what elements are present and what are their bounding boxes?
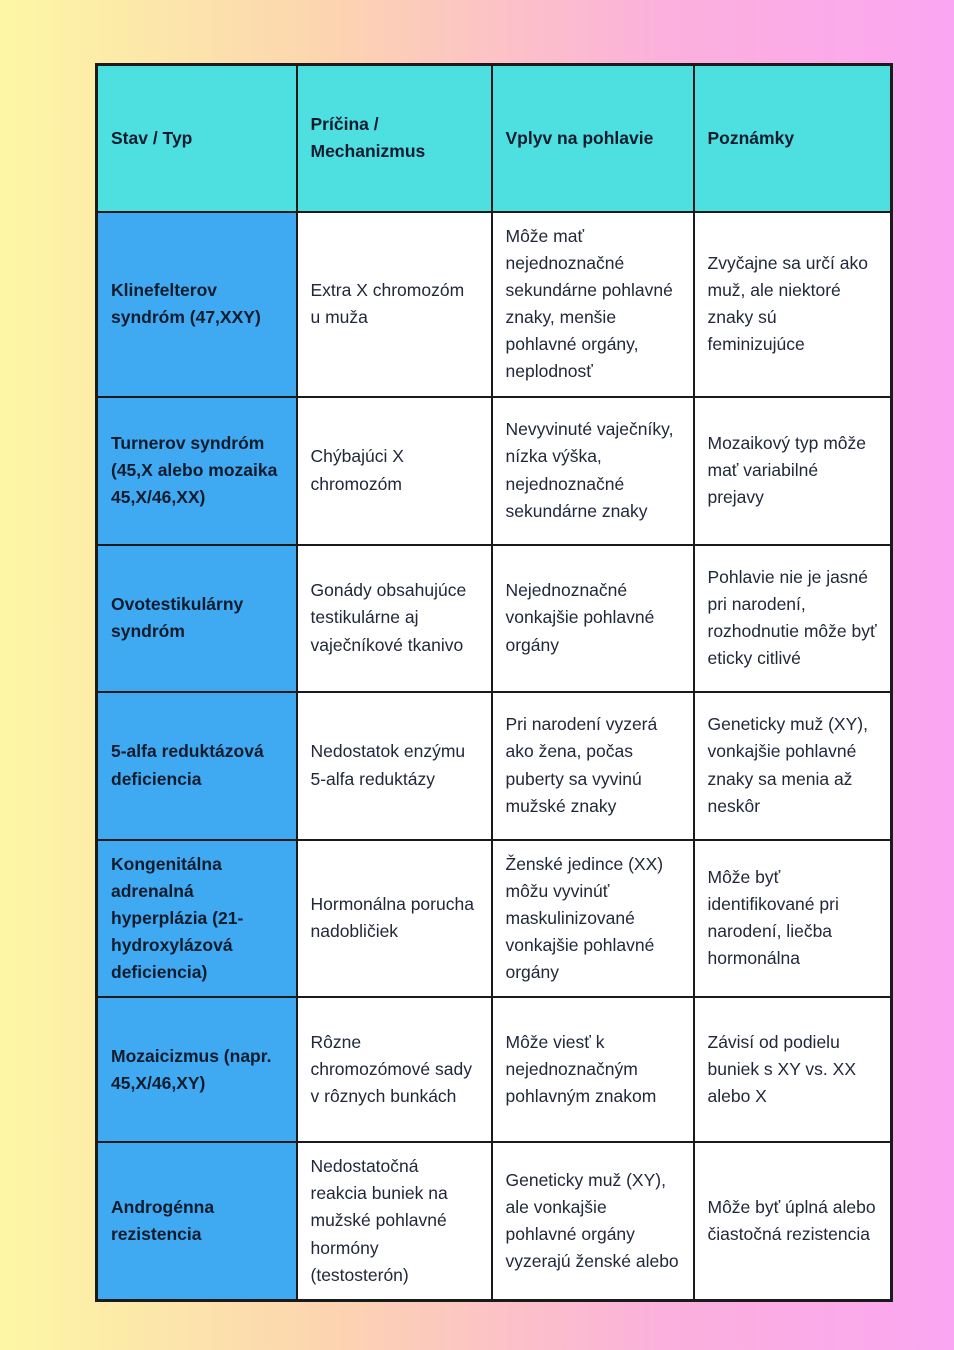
column-header-stav-typ: Stav / Typ — [95, 63, 298, 213]
effect-cell: Ženské jedince (XX) môžu vyvinúť maskuli… — [490, 838, 695, 999]
table-row: Klinefelterov syndróm (47,XXY) Extra X c… — [95, 210, 893, 398]
cause-cell: Nedostatok enzýmu 5-alfa reduktázy — [295, 690, 493, 841]
notes-cell: Môže byť úplná alebo čiastočná rezistenc… — [692, 1141, 893, 1302]
notes-cell: Môže byť identifikované pri narodení, li… — [692, 838, 893, 999]
notes-cell: Pohlavie nie je jasné pri narodení, rozh… — [692, 543, 893, 693]
condition-cell: Androgénna rezistencia — [95, 1141, 298, 1302]
condition-cell: Kongenitálna adrenalná hyperplázia (21-h… — [95, 838, 298, 999]
condition-cell: Mozaicizmus (napr. 45,X/46,XY) — [95, 996, 298, 1144]
intersex-conditions-table: Stav / Typ Príčina / Mechanizmus Vplyv n… — [95, 63, 893, 1302]
cause-cell: Chýbajúci X chromozóm — [295, 395, 493, 546]
intersex-conditions-table-container: Stav / Typ Príčina / Mechanizmus Vplyv n… — [95, 63, 893, 1302]
effect-cell: Geneticky muž (XY), ale vonkajšie pohlav… — [490, 1141, 695, 1302]
notes-cell: Mozaikový typ môže mať variabilné prejav… — [692, 395, 893, 546]
table-row: Turnerov syndróm (45,X alebo mozaika 45,… — [95, 395, 893, 546]
condition-cell: Turnerov syndróm (45,X alebo mozaika 45,… — [95, 395, 298, 546]
notes-cell: Zvyčajne sa určí ako muž, ale niektoré z… — [692, 210, 893, 398]
table-row: Mozaicizmus (napr. 45,X/46,XY) Rôzne chr… — [95, 996, 893, 1144]
table-row: Ovotestikulárny syndróm Gonády obsahujúc… — [95, 543, 893, 693]
effect-cell: Nevyvinuté vaječníky, nízka výška, nejed… — [490, 395, 695, 546]
cause-cell: Gonády obsahujúce testikulárne aj vaječn… — [295, 543, 493, 693]
condition-cell: Ovotestikulárny syndróm — [95, 543, 298, 693]
header-row: Stav / Typ Príčina / Mechanizmus Vplyv n… — [95, 63, 893, 213]
cause-cell: Nedostatočná reakcia buniek na mužské po… — [295, 1141, 493, 1302]
column-header-pricina-mechanizmus: Príčina / Mechanizmus — [295, 63, 493, 213]
column-header-poznamky: Poznámky — [692, 63, 893, 213]
effect-cell: Nejednoznačné vonkajšie pohlavné orgány — [490, 543, 695, 693]
cause-cell: Hormonálna porucha nadobličiek — [295, 838, 493, 999]
table-row: Kongenitálna adrenalná hyperplázia (21-h… — [95, 838, 893, 999]
notes-cell: Geneticky muž (XY), vonkajšie pohlavné z… — [692, 690, 893, 841]
cause-cell: Extra X chromozóm u muža — [295, 210, 493, 398]
effect-cell: Pri narodení vyzerá ako žena, počas pube… — [490, 690, 695, 841]
condition-cell: 5-alfa reduktázová deficiencia — [95, 690, 298, 841]
effect-cell: Môže viesť k nejednoznačným pohlavným zn… — [490, 996, 695, 1144]
table-row: 5-alfa reduktázová deficiencia Nedostato… — [95, 690, 893, 841]
notes-cell: Závisí od podielu buniek s XY vs. XX ale… — [692, 996, 893, 1144]
table-row: Androgénna rezistencia Nedostatočná reak… — [95, 1141, 893, 1302]
condition-cell: Klinefelterov syndróm (47,XXY) — [95, 210, 298, 398]
cause-cell: Rôzne chromozómové sady v rôznych bunkác… — [295, 996, 493, 1144]
effect-cell: Môže mať nejednoznačné sekundárne pohlav… — [490, 210, 695, 398]
column-header-vplyv-na-pohlavie: Vplyv na pohlavie — [490, 63, 695, 213]
